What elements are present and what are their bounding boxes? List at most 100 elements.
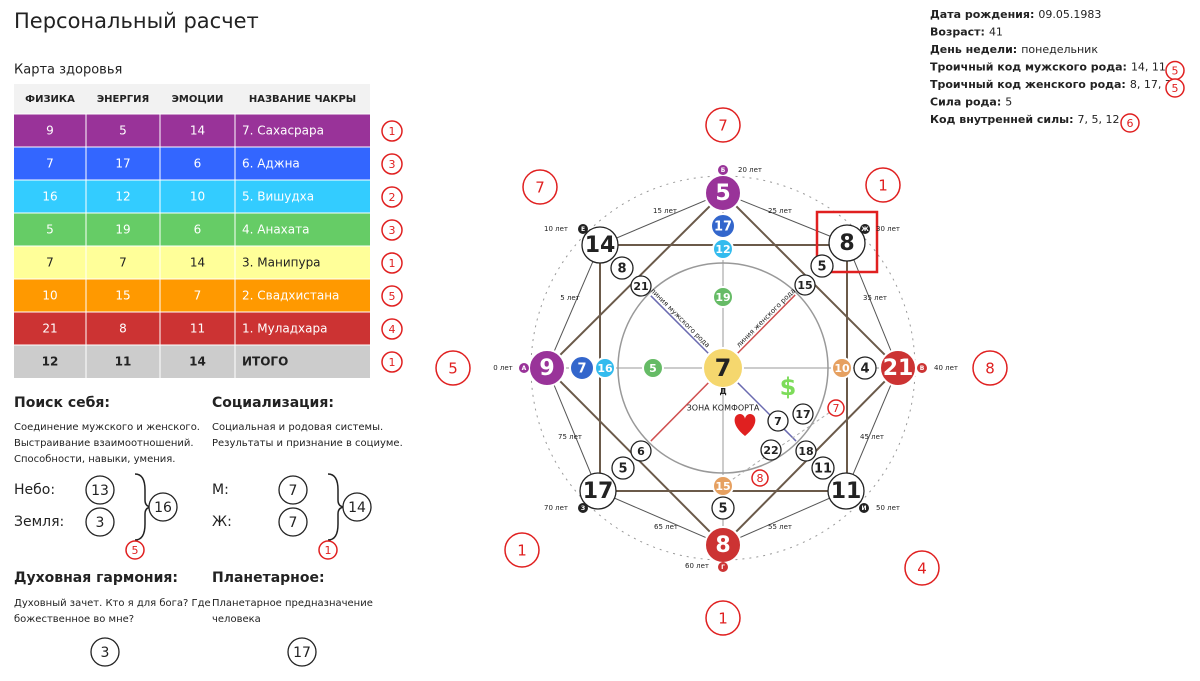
number-circle (342, 492, 372, 522)
number-circle (611, 456, 635, 480)
info-label: Троичный код женского рода: (930, 78, 1126, 91)
circle-number: 4 (860, 362, 869, 377)
mark-circle (435, 350, 471, 386)
info-value: 41 (989, 26, 1003, 39)
table-cell: 16 (42, 190, 57, 204)
table-cell: 10 (42, 289, 57, 303)
number-circle (811, 456, 835, 480)
age-label: 55 лет (768, 523, 792, 531)
table-cell: 9 (46, 124, 54, 138)
info-line: Возраст: 41 (930, 26, 1003, 39)
mark-number: 7 (535, 179, 545, 197)
mark-circle (972, 350, 1008, 386)
number-circle (581, 226, 619, 264)
mark-circle (381, 120, 403, 142)
table-cell: 19 (115, 223, 130, 237)
number-circle (794, 274, 816, 296)
mark-circle (522, 169, 558, 205)
table-cell: 7 (119, 256, 127, 270)
heart (734, 414, 756, 436)
letter-dot (859, 503, 869, 513)
mark-number: 1 (389, 356, 396, 369)
letter-dot (718, 165, 728, 175)
table-row (14, 180, 370, 213)
age-label: 10 лет (544, 225, 568, 233)
column-header: ЭМОЦИИ (172, 94, 224, 105)
table-cell: 4. Анахата (242, 223, 309, 237)
circle-number: 17 (293, 645, 311, 661)
number-circle (610, 256, 634, 280)
info-value: 09.05.1983 (1038, 8, 1101, 21)
table-cell: 12 (42, 355, 59, 369)
number-circle (810, 254, 834, 278)
number-circle (85, 507, 115, 537)
circle-number: 8 (617, 262, 626, 277)
mark-circle (381, 186, 403, 208)
letter-dot (917, 363, 927, 373)
mark-number: 3 (389, 224, 396, 237)
section-heading: Духовная гармония: (14, 570, 178, 586)
mark-number: 2 (389, 191, 396, 204)
section-desc: Результаты и признание в социуме. (212, 438, 403, 449)
row-label: Ж: (212, 514, 232, 530)
point-letter: Б (721, 167, 726, 174)
section-desc: Планетарное предназначение (212, 598, 373, 609)
number-circle (85, 475, 115, 505)
table-cell: 8 (119, 322, 127, 336)
row-label: М: (212, 482, 229, 498)
circle-number: 8 (839, 231, 854, 256)
circle-number: 7 (289, 515, 298, 531)
info-line: Троичный код женского рода: 8, 17, 7 (930, 78, 1172, 91)
section-heading: Планетарное: (212, 570, 325, 586)
info-label: Сила рода: (930, 96, 1001, 109)
mark-number: 5 (1172, 65, 1179, 78)
age-label: 15 лет (653, 207, 677, 215)
section-desc: человека (212, 614, 261, 625)
mark-circle (1165, 78, 1185, 98)
number-circle (287, 637, 317, 667)
number-circle (879, 349, 917, 387)
circle-number: 3 (96, 515, 105, 531)
age-label: 0 лет (493, 364, 513, 372)
number-circle (579, 472, 617, 510)
section-desc: Соединение мужского и женского. (14, 422, 200, 433)
mark-number: 1 (389, 257, 396, 270)
circle-number: 17 (583, 479, 614, 504)
table-cell: 7. Сахасрара (242, 124, 324, 138)
age-label: 45 лет (860, 433, 884, 441)
circle-number: 6 (637, 445, 645, 458)
age-label: 65 лет (654, 523, 678, 531)
mark-number: 7 (718, 117, 728, 135)
circle-number: 5 (649, 362, 657, 375)
table-header (14, 84, 370, 114)
mark-number: 3 (389, 158, 396, 171)
circle-number: 22 (763, 444, 778, 457)
mark-number: 5 (132, 544, 139, 557)
mark-number: 7 (833, 402, 840, 415)
line-label: линия мужского рода (649, 287, 712, 350)
mark-number: 8 (985, 360, 995, 378)
info-label: Возраст: (930, 26, 985, 39)
mark-number: 4 (917, 560, 927, 578)
circle-number: 5 (718, 502, 727, 517)
table-cell: 7 (194, 289, 202, 303)
circle-number: 11 (814, 462, 832, 477)
circle-number: 9 (539, 356, 554, 381)
number-circle (702, 347, 744, 389)
table-cell: 11 (115, 355, 132, 369)
info-value: 7, 5, 12 (1078, 113, 1120, 126)
mark-number: 4 (389, 323, 396, 336)
number-circle (278, 475, 308, 505)
table-cell: 17 (115, 157, 130, 171)
page-title: Персональный расчет (14, 9, 259, 33)
point-letter: И (861, 505, 866, 512)
table-cell: 12 (115, 190, 130, 204)
mark-circle (827, 399, 845, 417)
number-circle (148, 492, 178, 522)
table-cell: 5 (119, 124, 127, 138)
mark-circle (865, 167, 901, 203)
circle-number: 7 (577, 362, 586, 377)
mark-circle (381, 219, 403, 241)
table-cell: 10 (190, 190, 205, 204)
